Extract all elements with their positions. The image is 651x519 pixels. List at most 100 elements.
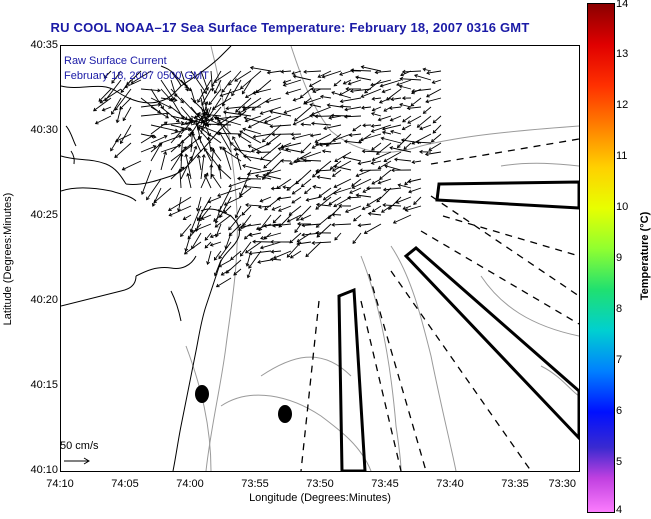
current-vector bbox=[292, 70, 302, 75]
current-vector bbox=[332, 223, 352, 226]
current-vector-head bbox=[223, 209, 227, 214]
current-vector bbox=[190, 88, 196, 104]
current-vector-head bbox=[233, 147, 238, 152]
current-vector-head bbox=[190, 229, 195, 234]
current-vector-head bbox=[204, 237, 209, 241]
current-vector-head bbox=[309, 103, 314, 108]
current-vector-head bbox=[238, 193, 243, 198]
current-vector-head bbox=[401, 126, 406, 131]
current-vector bbox=[394, 158, 412, 162]
current-vector-head bbox=[180, 233, 184, 237]
current-vector-head bbox=[247, 124, 252, 129]
current-vector bbox=[260, 106, 282, 115]
current-vector bbox=[150, 97, 172, 109]
current-vector bbox=[169, 205, 192, 217]
current-vector bbox=[314, 133, 332, 143]
radar-site-north bbox=[195, 385, 209, 403]
current-vector-head bbox=[408, 189, 412, 194]
current-vector-head bbox=[209, 234, 214, 239]
current-vector-head bbox=[189, 155, 193, 160]
current-vector bbox=[371, 178, 382, 185]
current-vector-head bbox=[190, 130, 195, 134]
y-tick-label: 40:15 bbox=[30, 379, 58, 391]
colorbar-tick: 14 bbox=[616, 0, 629, 10]
current-vector bbox=[281, 142, 292, 148]
current-vector-head bbox=[252, 134, 257, 139]
current-vector-head bbox=[203, 147, 208, 152]
current-vector-head bbox=[315, 230, 320, 235]
current-vector-head bbox=[259, 245, 264, 250]
current-vector-head bbox=[158, 142, 163, 146]
current-vector-head bbox=[362, 123, 366, 128]
current-vector bbox=[319, 142, 342, 146]
current-vector bbox=[283, 186, 292, 189]
current-vector bbox=[303, 159, 322, 162]
current-vector-head bbox=[430, 138, 435, 143]
current-vector-head bbox=[272, 223, 276, 228]
current-vector-head bbox=[270, 249, 275, 254]
current-vector-head bbox=[179, 152, 184, 157]
current-vector bbox=[122, 106, 132, 121]
current-vector bbox=[331, 91, 352, 99]
current-vector bbox=[111, 97, 122, 115]
current-vector bbox=[301, 123, 312, 126]
x-tick-label: 74:05 bbox=[111, 478, 139, 490]
current-vector bbox=[160, 122, 184, 126]
colorbar-tick: 6 bbox=[616, 405, 623, 417]
current-vector-head bbox=[285, 91, 289, 95]
current-vector-head bbox=[250, 148, 255, 153]
current-vector bbox=[383, 187, 402, 191]
current-vector bbox=[398, 184, 412, 189]
current-vector-head bbox=[194, 228, 199, 233]
current-vector bbox=[372, 205, 382, 212]
current-vector bbox=[286, 241, 302, 258]
current-vector-head bbox=[195, 113, 200, 117]
current-vector bbox=[198, 155, 202, 171]
current-vector-head bbox=[419, 149, 423, 154]
current-vector bbox=[296, 205, 312, 221]
current-vector bbox=[217, 119, 232, 144]
current-vector-head bbox=[360, 105, 365, 110]
current-vector-head bbox=[361, 206, 366, 211]
current-vector bbox=[304, 97, 322, 105]
current-vector-head bbox=[395, 200, 400, 204]
current-vector-head bbox=[291, 190, 296, 195]
current-vector-head bbox=[399, 76, 404, 81]
colorbar-tick: 12 bbox=[616, 99, 629, 111]
current-vector-head bbox=[425, 99, 430, 104]
current-vector-head bbox=[328, 201, 333, 206]
current-vector-head bbox=[310, 121, 315, 126]
current-vector-head bbox=[371, 208, 376, 213]
current-vector-head bbox=[283, 110, 288, 114]
current-vector-head bbox=[347, 81, 352, 86]
current-vector bbox=[334, 165, 352, 171]
current-vector bbox=[311, 106, 332, 116]
current-vector-head bbox=[305, 253, 309, 258]
x-tick-label: 73:50 bbox=[306, 478, 334, 490]
current-vector bbox=[243, 97, 262, 111]
current-vector bbox=[238, 223, 252, 231]
current-vector-head bbox=[314, 114, 319, 119]
current-vector-head bbox=[398, 84, 403, 89]
current-vector bbox=[230, 250, 242, 260]
current-vector-head bbox=[222, 110, 227, 115]
current-vector-head bbox=[349, 190, 353, 194]
current-vector bbox=[213, 214, 222, 222]
current-vector bbox=[221, 268, 232, 276]
colorbar-tick: 11 bbox=[616, 150, 628, 162]
current-vector-head bbox=[361, 149, 366, 154]
current-vector bbox=[375, 70, 392, 73]
x-tick-label: 73:30 bbox=[548, 478, 576, 490]
current-vector bbox=[343, 79, 352, 85]
current-vector bbox=[258, 205, 272, 208]
current-vector-head bbox=[370, 129, 375, 133]
current-vector-head bbox=[219, 93, 224, 98]
current-vector-head bbox=[371, 157, 376, 162]
current-vector bbox=[388, 196, 402, 210]
current-vector-head bbox=[310, 87, 314, 91]
current-vector-head bbox=[382, 203, 386, 207]
current-vector-head bbox=[204, 244, 209, 249]
current-vector bbox=[328, 205, 342, 219]
current-vector bbox=[247, 169, 272, 175]
current-vector-head bbox=[244, 118, 249, 123]
